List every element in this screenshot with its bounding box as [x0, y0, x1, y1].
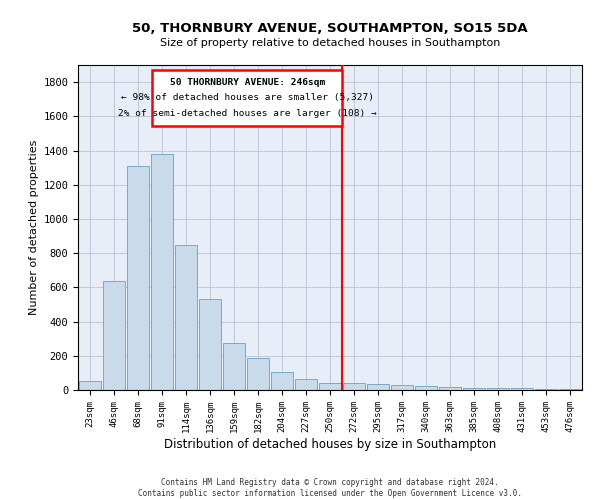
Bar	[319, 383, 341, 390]
Bar	[487, 388, 509, 390]
Bar	[199, 300, 221, 390]
Y-axis label: Number of detached properties: Number of detached properties	[29, 140, 39, 315]
Bar	[415, 386, 437, 390]
Bar	[79, 382, 101, 390]
FancyBboxPatch shape	[152, 70, 342, 126]
Bar	[463, 388, 485, 390]
Bar	[271, 372, 293, 390]
Bar	[151, 154, 173, 390]
Bar	[247, 358, 269, 390]
Bar	[367, 384, 389, 390]
Bar	[223, 343, 245, 390]
Bar	[511, 388, 533, 390]
Bar	[559, 388, 581, 390]
Text: 2% of semi-detached houses are larger (108) →: 2% of semi-detached houses are larger (1…	[118, 109, 377, 118]
Text: Contains HM Land Registry data © Crown copyright and database right 2024.
Contai: Contains HM Land Registry data © Crown c…	[138, 478, 522, 498]
Text: 50, THORNBURY AVENUE, SOUTHAMPTON, SO15 5DA: 50, THORNBURY AVENUE, SOUTHAMPTON, SO15 …	[132, 22, 528, 36]
Bar	[175, 244, 197, 390]
Bar	[535, 388, 557, 390]
Bar	[295, 379, 317, 390]
Bar	[127, 166, 149, 390]
Bar	[439, 388, 461, 390]
X-axis label: Distribution of detached houses by size in Southampton: Distribution of detached houses by size …	[164, 438, 496, 450]
Bar	[391, 385, 413, 390]
Text: Size of property relative to detached houses in Southampton: Size of property relative to detached ho…	[160, 38, 500, 48]
Bar	[103, 280, 125, 390]
Text: 50 THORNBURY AVENUE: 246sqm: 50 THORNBURY AVENUE: 246sqm	[170, 78, 325, 87]
Text: ← 98% of detached houses are smaller (5,327): ← 98% of detached houses are smaller (5,…	[121, 94, 374, 102]
Bar	[343, 383, 365, 390]
